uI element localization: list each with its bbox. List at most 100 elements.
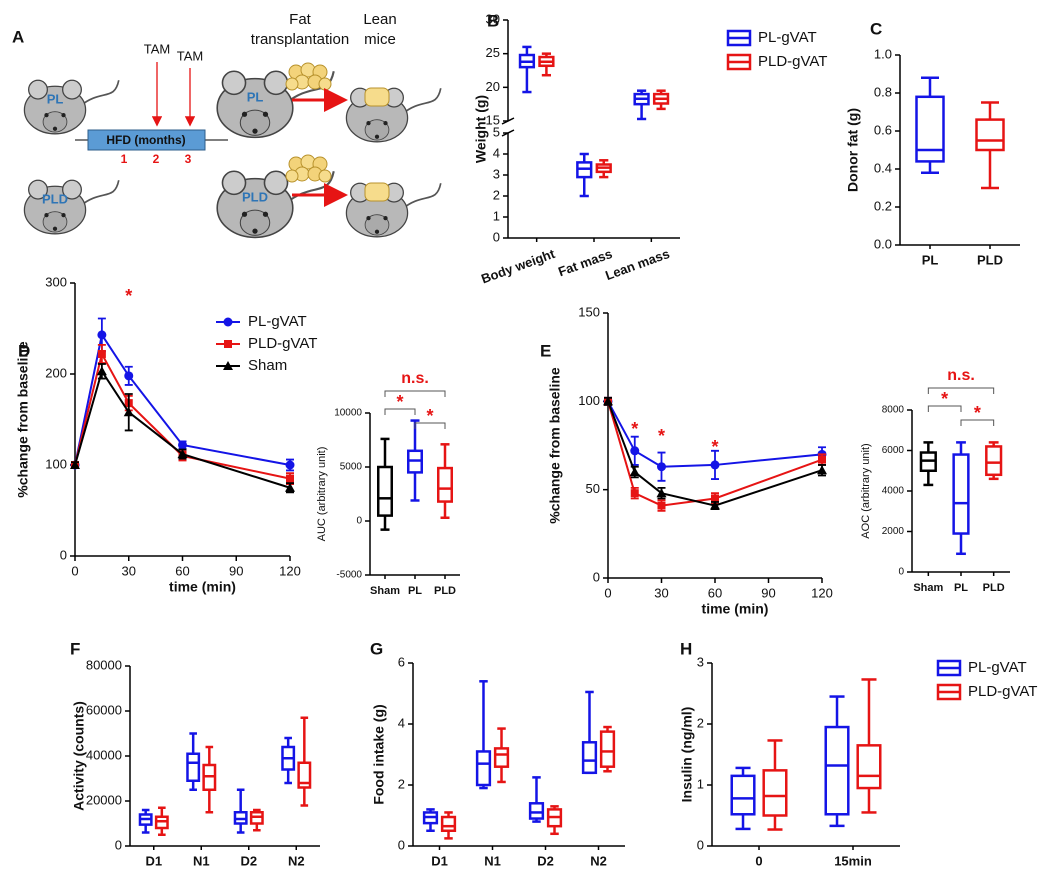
y-tick-label: 0 [356,516,362,527]
mouse [345,182,442,238]
y-tick-label: 150 [578,304,600,319]
diagram: A PL PLD PL PLD HFD (months) 1 2 3 TAM T… [12,11,442,239]
significance-label: * [426,406,433,426]
x-tick-label: 60 [175,563,189,578]
significance-label: * [941,389,948,409]
box [985,445,1003,477]
y-tick-label: 0.6 [874,122,892,137]
marker [657,462,666,472]
panel-label: A [12,27,24,46]
y-tick-label: 0 [115,837,122,852]
y-tick-label: 0.4 [874,160,892,175]
marker [710,500,720,510]
x-tick-label: 30 [654,585,668,600]
box [437,466,453,503]
y-tick-label: 15 [486,112,500,127]
y-tick-label: 200 [45,365,67,380]
x-tick-label: PL [954,582,968,594]
y-axis-title: Activity (counts) [71,701,87,811]
y-tick-label: 2 [697,715,704,730]
mouse [23,79,120,135]
x-tick-label: 30 [122,563,136,578]
significance-bracket [384,408,416,415]
box [730,774,756,816]
marker [629,467,640,476]
x-tick-label: PLD [983,582,1005,594]
y-tick-label: 4 [493,145,500,160]
panel-label: G [370,639,383,658]
panel-label: E [540,341,551,360]
panel-label: C [870,19,882,38]
x-tick-label: N1 [484,853,501,868]
month: 1 [121,152,128,166]
annotation: * [125,286,132,306]
x-tick-label: D2 [240,853,257,868]
x-tick-label: D1 [431,853,448,868]
y-tick-label: 1.0 [874,46,892,61]
tam-label: TAM [144,41,170,56]
series-line [74,368,291,489]
x-tick-label: 15min [834,853,872,868]
marker [817,465,827,475]
y-tick-label: 300 [45,274,67,289]
box [297,761,312,789]
panel-label: D [18,341,30,360]
x-tick-label: 120 [279,563,301,578]
mouse-label: PL [247,89,264,104]
y-tick-label: 0 [697,837,704,852]
y-tick-label: 0 [593,569,600,584]
box [440,815,457,833]
box [952,453,970,535]
box [915,95,945,163]
x-tick-label: D2 [537,853,554,868]
fat-pile [285,154,332,183]
legend-label: PL-gVAT [248,313,307,330]
y-tick-label: 30 [486,11,500,26]
x-tick-label: Sham [370,585,400,597]
x-tick-label: PL [922,252,939,267]
annotation: * [711,437,718,457]
month: 2 [153,152,160,166]
legend-label: PLD-gVAT [968,683,1037,700]
hfd-bar [87,129,206,151]
y-tick-label: 25 [486,45,500,60]
x-tick-label: Lean mass [603,246,671,283]
x-tick-label: PL [408,585,422,597]
y-tick-label: -5000 [336,570,362,581]
y-tick-label: 0.0 [874,236,892,251]
y-tick-label: 20 [486,79,500,94]
y-tick-label: 4 [398,715,405,730]
marker [818,455,826,464]
x-axis-title: time (min) [169,579,236,595]
box [581,741,598,775]
y-tick-label: 4000 [882,486,905,497]
y-tick-label: 0 [398,837,405,852]
panel-label: B [487,11,499,30]
marker [97,349,106,358]
y-axis-title: %change from baseline [15,341,31,498]
x-tick-label: D1 [145,853,162,868]
x-tick-label: PLD [977,252,1003,267]
x-axis-title: time (min) [702,601,769,617]
fat-graft [364,182,390,202]
y-tick-label: 0.8 [874,84,892,99]
x-tick-label: N2 [288,853,305,868]
y-tick-label: 5000 [340,462,363,473]
x-tick-label: 0 [71,563,78,578]
marker [285,460,295,470]
mouse [23,179,120,235]
box [186,752,201,782]
x-tick-label: Body weight [479,246,557,287]
y-axis-title: AOC (arbitrary unit) [860,443,872,538]
box [824,725,850,816]
legend-label: Sham [248,357,287,374]
annotation: * [658,426,665,446]
significance-label: * [974,403,981,423]
month: 3 [185,152,192,166]
marker [710,460,720,470]
marker [178,440,187,450]
panel-label: F [70,639,80,658]
y-tick-label: 2 [493,187,500,202]
x-tick-label: 60 [708,585,722,600]
